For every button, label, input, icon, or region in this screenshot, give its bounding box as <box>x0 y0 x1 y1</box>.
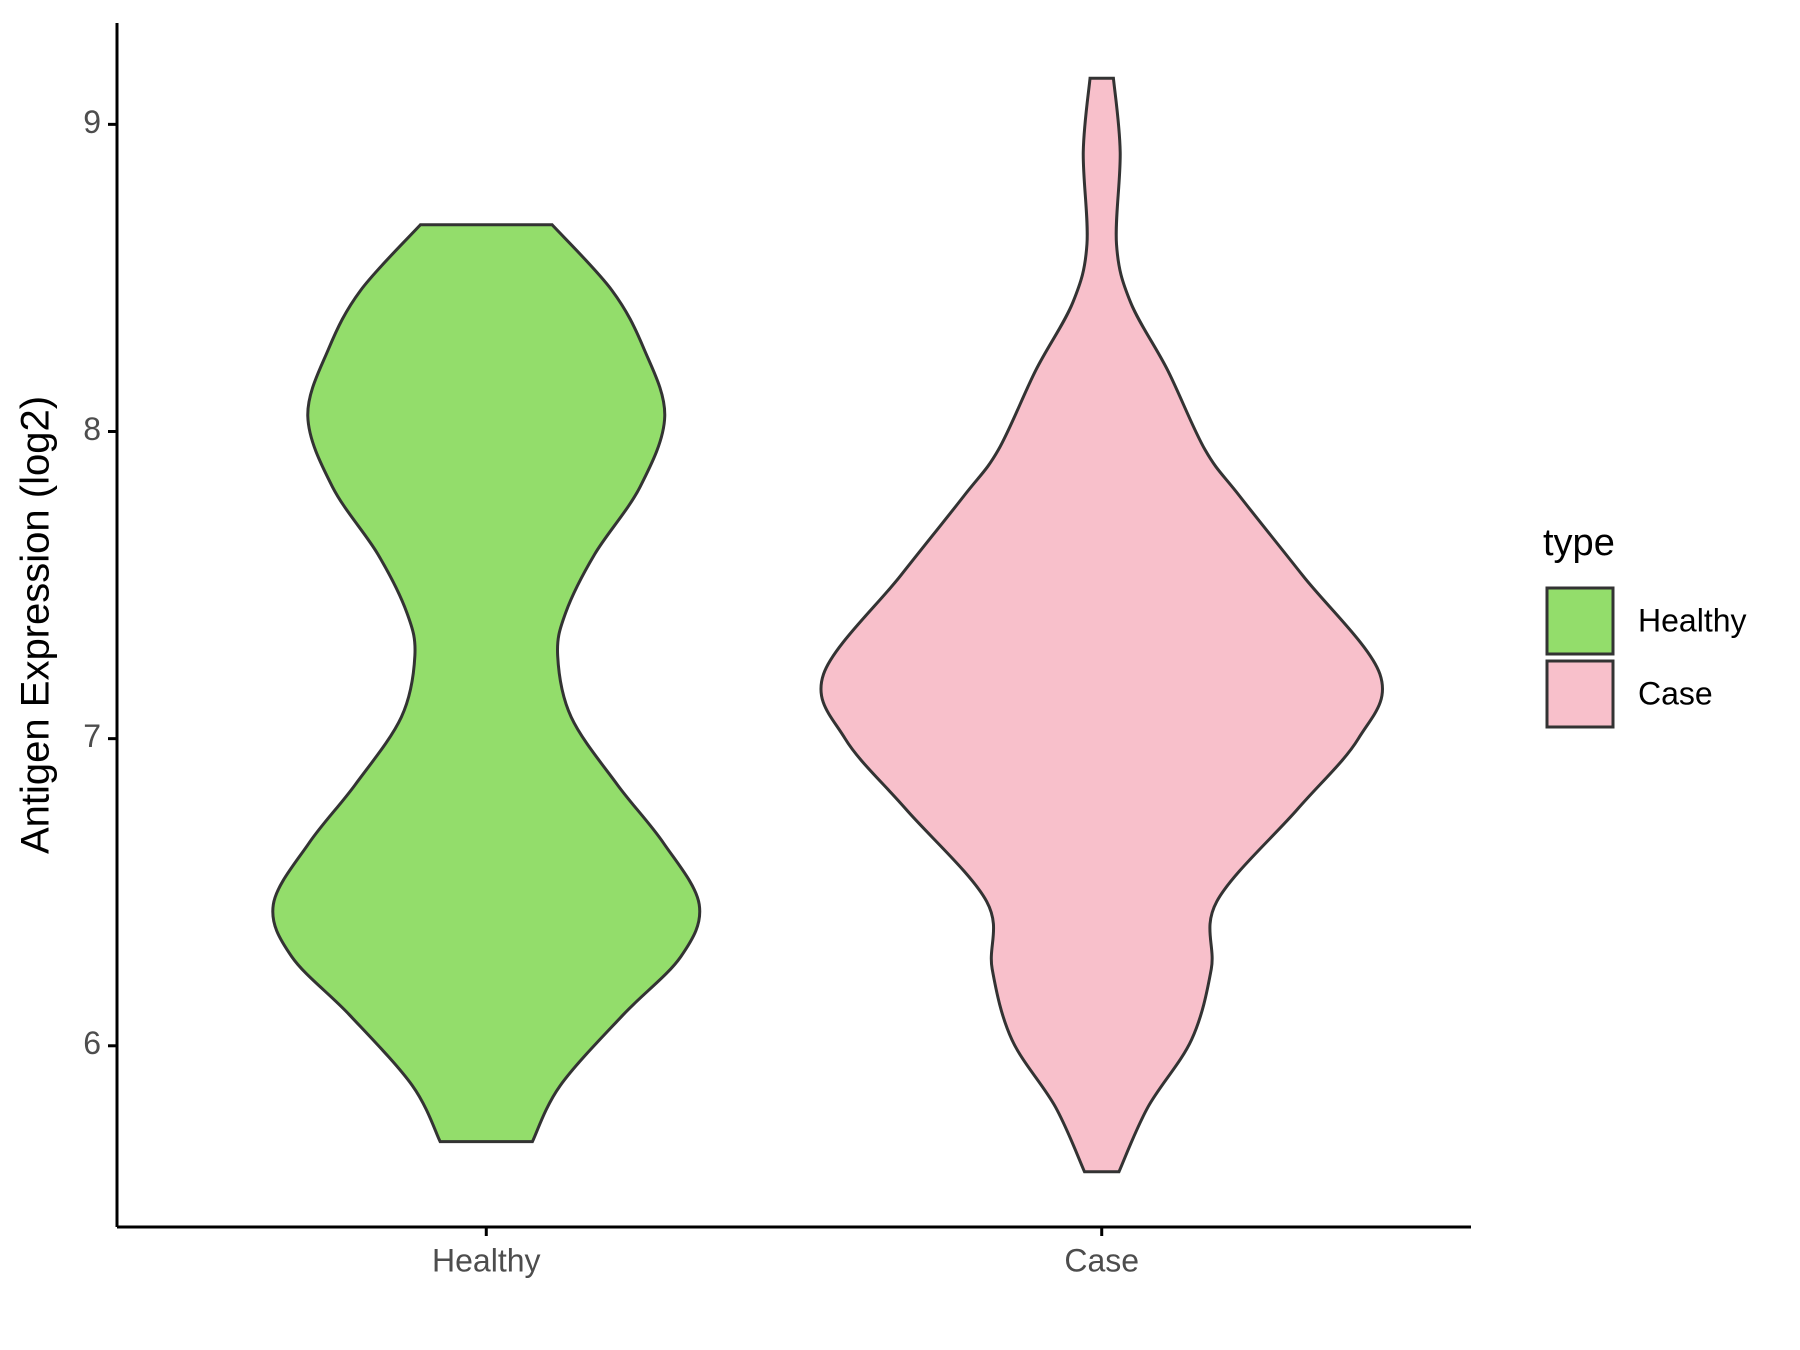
y-tick-label: 7 <box>83 718 101 754</box>
y-tick-label: 9 <box>83 104 101 140</box>
violin <box>819 76 1384 1174</box>
x-tick-label: Healthy <box>432 1242 541 1278</box>
y-tick-label: 8 <box>83 411 101 447</box>
legend-label: Case <box>1638 675 1713 711</box>
x-tick-label: Case <box>1064 1242 1139 1278</box>
legend-title: type <box>1543 522 1615 564</box>
violin <box>271 223 702 1144</box>
legend-key <box>1545 586 1615 656</box>
y-tick-label: 6 <box>83 1025 101 1061</box>
legend-key <box>1545 659 1615 729</box>
y-axis-title: Antigen Expression (log2) <box>14 396 58 854</box>
legend-label: Healthy <box>1638 602 1747 638</box>
